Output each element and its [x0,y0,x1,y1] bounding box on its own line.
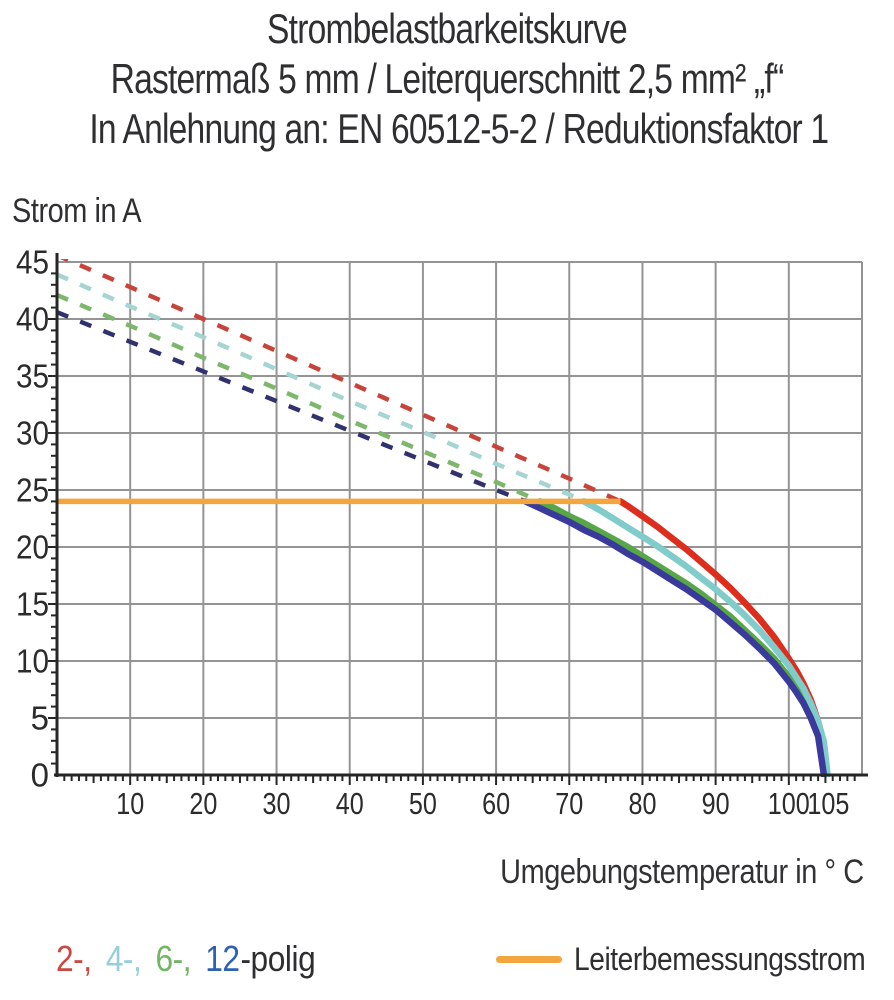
x-tick-label-40: 40 [336,786,364,821]
chart-standard-note: In Anlehnung an: EN 60512-5-2 / Reduktio… [89,105,829,152]
dashed-curve-6-polig [57,293,541,504]
grid [57,261,863,775]
rated-current-label: Leiterbemessungsstrom [574,940,866,977]
y-tick-label-5: 5 [31,700,49,737]
chart-title-block: Strombelastbarkeitskurve Rastermaß 5 mm … [0,4,894,154]
solid-curves [522,498,831,777]
x-tick-label-30: 30 [263,786,291,821]
x-tick-label-50: 50 [409,786,437,821]
dashed-curve-12-polig [57,310,527,504]
solid-curve-12-polig [522,498,828,777]
dashed-curves [57,259,622,504]
axes [48,253,868,785]
chart-title: Strombelastbarkeitskurve [267,5,628,52]
solid-curve-4-polig [580,498,831,777]
x-tick-label-80: 80 [629,786,657,821]
x-axis-label: Umgebungstemperatur in ° C [500,853,864,891]
x-tick-label-100: 100 [768,786,810,821]
y-tick-label-20: 20 [16,529,49,566]
legend-12-pole: 12 [205,938,240,979]
dashed-curve-4-polig [57,272,585,504]
x-tick-label-60: 60 [482,786,510,821]
y-tick-label-25: 25 [16,472,49,509]
legend-2-pole: 2-, [56,938,92,979]
y-tick-label-10: 10 [16,643,49,680]
x-tick-label-105: 105 [807,786,849,821]
chart-subtitle: Rastermaß 5 mm / Leiterquerschnitt 2,5 m… [110,55,785,102]
y-axis-label: Strom in A [12,192,142,230]
x-tick-label-20: 20 [189,786,217,821]
x-tick-label-10: 10 [116,786,144,821]
y-tick-label-40: 40 [16,301,49,338]
dashed-curve-2-polig [60,259,622,504]
rated-current-legend: Leiterbemessungsstrom [496,936,894,982]
poles-legend: 2-, 4-, 6-, 12 -polig [56,936,316,982]
x-tick-label-70: 70 [555,786,583,821]
legend-6-pole: 6-, [155,938,192,979]
rated-current-line-swatch [496,955,562,963]
y-tick-label-15: 15 [16,586,49,623]
legend-polig-suffix: -polig [240,938,316,979]
x-tick-label-90: 90 [702,786,730,821]
y-tick-label-0: 0 [31,757,49,794]
y-tick-label-35: 35 [16,358,49,395]
legend-4-pole: 4-, [105,938,142,979]
y-tick-label-30: 30 [16,415,49,452]
y-tick-label-45: 45 [16,244,49,281]
